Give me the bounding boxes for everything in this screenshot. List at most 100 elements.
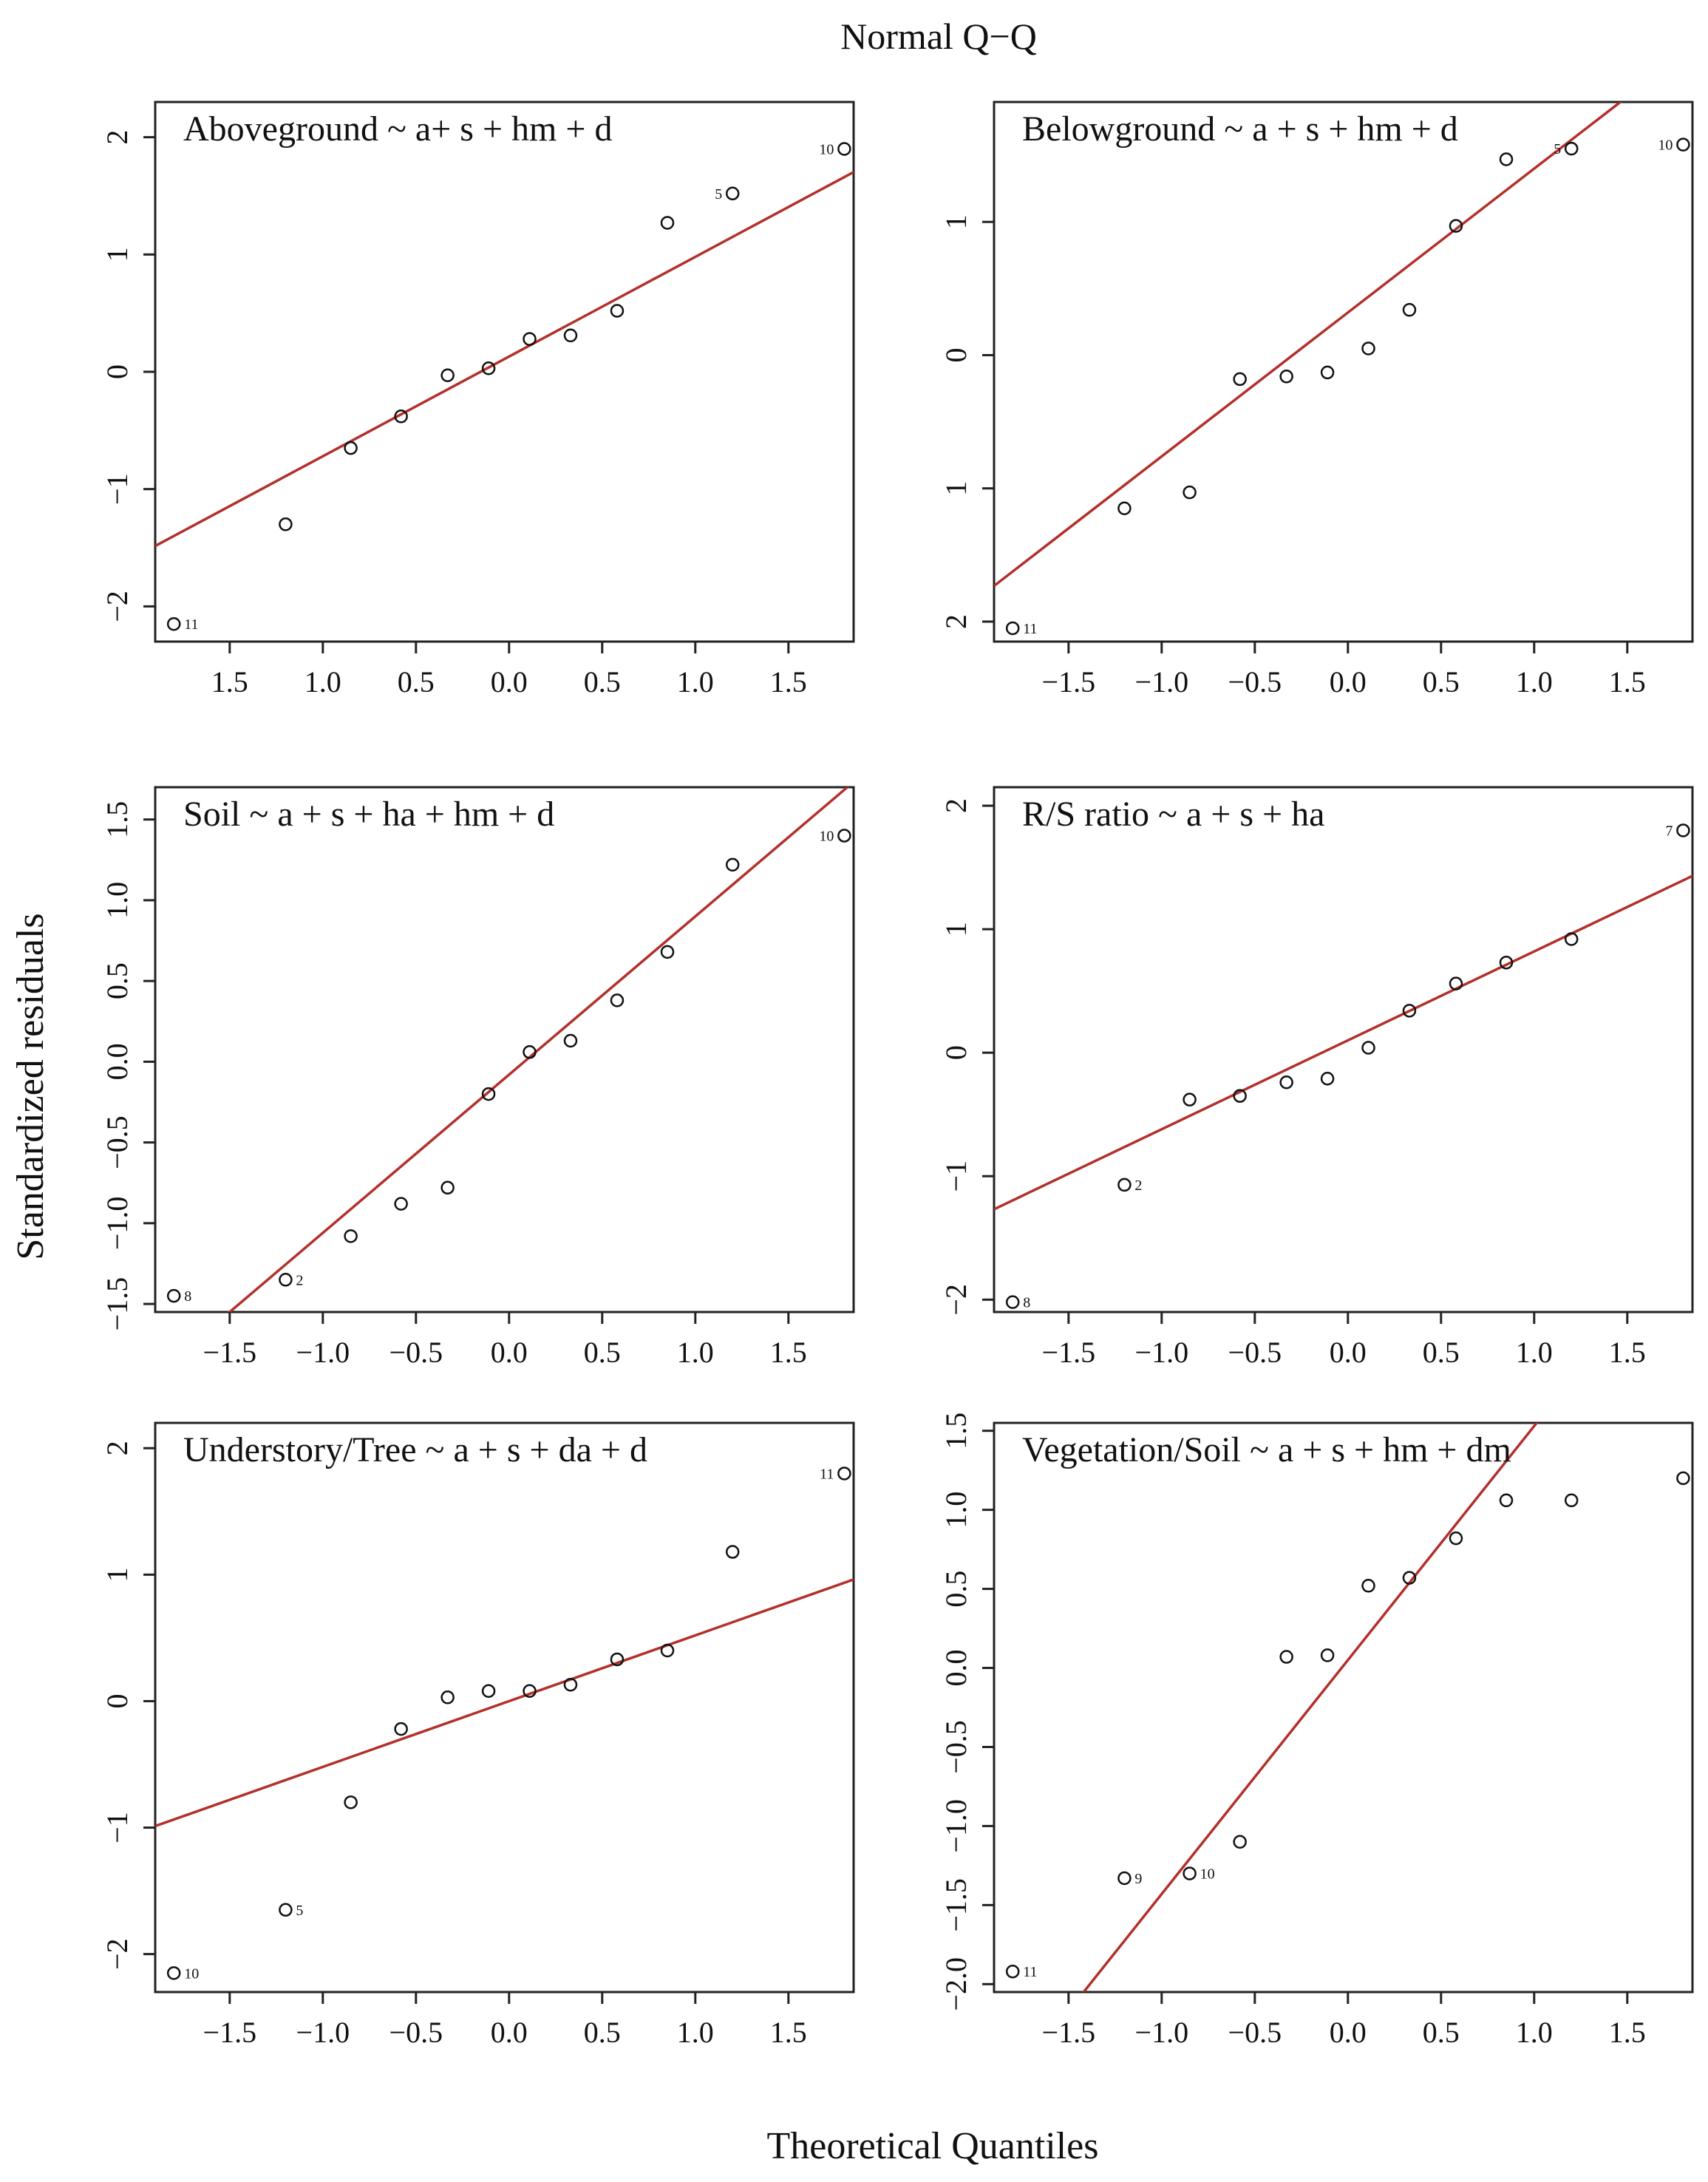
data-point: [563, 1677, 578, 1692]
data-point: [563, 1033, 578, 1048]
point-label: 5: [715, 186, 722, 203]
panel-formula-title: Soil ~ a + s + ha + hm + d: [183, 795, 554, 834]
y-tick-label: 2: [939, 798, 973, 813]
data-point: [1279, 370, 1293, 384]
x-tick-label: −1.0: [1135, 1336, 1189, 1369]
x-tick-label: −0.5: [1228, 1336, 1282, 1369]
x-tick-label: −1.0: [1135, 665, 1189, 699]
x-tick-label: 0.0: [491, 2016, 528, 2049]
x-tick-label: −1.0: [296, 1336, 350, 1369]
x-tick-label: 1.5: [770, 1336, 807, 1369]
qq-panel-4: −1.5 −1.0 −0.5 0.0 0.5 1.0 1.5 −2 −1 0 1 2 8 2 7 R/S ra…: [939, 786, 1694, 1369]
data-point: [166, 1966, 181, 1980]
qq-reference-line: [155, 171, 854, 548]
data-point: [610, 993, 625, 1007]
qq-panel-3: −1.5 −1.0 −0.5 0.0 0.5 1.0 1.5 −1.5 −1.0 −0.5 0.0 0…: [101, 786, 855, 1369]
figure-xlabel: Theoretical Quantiles: [766, 2125, 1098, 2167]
x-tick-label: 1.5: [1609, 1336, 1646, 1369]
qq-reference-line: [994, 102, 1623, 588]
data-point: [344, 1229, 358, 1243]
x-tick-label: 0.5: [584, 1336, 621, 1369]
data-point: [1183, 485, 1197, 500]
x-tick-label: 1.5: [211, 665, 248, 699]
y-tick-label: 1: [101, 247, 134, 262]
y-tick-label: 1.0: [939, 1492, 973, 1529]
y-tick-label: −1.5: [939, 1878, 973, 1932]
x-tick-label: 1.0: [1516, 1336, 1553, 1369]
data-point: [1449, 1531, 1463, 1546]
data-point: [563, 328, 578, 343]
qq-reference-line: [994, 874, 1692, 1211]
data-point: [1233, 1835, 1247, 1849]
x-tick-label: 0.0: [1330, 1336, 1367, 1369]
qq-reference-line: [155, 1578, 854, 1828]
data-point: [394, 1197, 408, 1211]
y-tick-label: 2: [101, 1441, 134, 1455]
y-tick-label: 0.0: [101, 1043, 134, 1080]
y-tick-label: 1: [101, 1567, 134, 1582]
y-tick-label: −2.0: [939, 1957, 973, 2011]
data-point: [1117, 501, 1132, 516]
panel-formula-title: Understory/Tree ~ a + s + da + d: [183, 1430, 647, 1469]
data-point: [394, 1722, 408, 1736]
data-point: [1005, 1295, 1020, 1309]
data-point: [725, 1545, 740, 1559]
x-tick-label: −1.5: [203, 2016, 257, 2049]
data-point: [660, 945, 675, 959]
data-point: [394, 409, 408, 424]
data-point: [1676, 137, 1690, 152]
point-label: 11: [1023, 621, 1037, 637]
y-tick-label: 2: [101, 130, 134, 145]
y-tick-label: 0.5: [939, 1571, 973, 1608]
y-tick-label: 1: [939, 922, 973, 937]
data-point: [610, 304, 625, 318]
data-point: [1676, 823, 1690, 837]
point-label: 11: [184, 616, 198, 633]
y-tick-label: −0.5: [101, 1115, 134, 1169]
x-tick-label: 1.5: [770, 665, 807, 699]
data-point: [166, 616, 181, 631]
data-point: [610, 1652, 625, 1667]
point-label: 2: [1134, 1177, 1142, 1194]
x-tick-label: 1.5: [1609, 2016, 1646, 2049]
y-tick-label: −1: [101, 473, 134, 505]
data-point: [1361, 341, 1375, 356]
y-tick-label: 0.0: [939, 1650, 973, 1687]
data-point: [837, 829, 851, 843]
data-point: [1320, 365, 1335, 380]
data-point: [279, 1903, 293, 1917]
x-tick-label: 0.5: [584, 665, 621, 699]
x-tick-label: 0.5: [584, 2016, 621, 2049]
y-tick-label: 0: [939, 347, 973, 362]
x-tick-label: 0.5: [1423, 1336, 1460, 1369]
point-label: 8: [1023, 1295, 1030, 1311]
x-tick-label: 1.0: [1516, 665, 1553, 699]
data-point: [1279, 1650, 1293, 1664]
figure-title: Normal Q−Q: [840, 16, 1037, 57]
y-tick-label: 1.0: [101, 882, 134, 919]
y-tick-label: 0: [101, 364, 134, 379]
x-tick-label: −0.5: [1228, 2016, 1282, 2049]
data-point: [440, 1690, 455, 1705]
qq-panel-5: −1.5 −1.0 −0.5 0.0 0.5 1.0 1.5 −2 −1 0 1 2 10 5 11 Unde…: [101, 1421, 855, 2049]
data-point: [1183, 1092, 1197, 1107]
data-point: [1402, 1571, 1417, 1585]
point-label: 10: [819, 829, 834, 845]
data-point: [523, 1045, 537, 1059]
data-point: [1279, 1075, 1293, 1090]
data-point: [1005, 1964, 1020, 1979]
data-point: [523, 332, 537, 346]
data-point: [523, 1684, 537, 1699]
data-point: [1449, 976, 1463, 990]
y-tick-label: −1: [939, 1160, 973, 1192]
data-point: [725, 857, 740, 872]
x-tick-label: −1.0: [296, 2016, 350, 2049]
point-label: 5: [296, 1903, 303, 1919]
data-point: [1402, 1004, 1417, 1018]
point-label: 9: [1134, 1871, 1142, 1887]
point-label: 2: [296, 1272, 303, 1288]
data-point: [279, 1273, 293, 1287]
panel-formula-title: Vegetation/Soil ~ a + s + hm + dm: [1022, 1430, 1511, 1469]
point-label: 8: [184, 1288, 191, 1305]
point-label: 10: [184, 1965, 199, 1982]
